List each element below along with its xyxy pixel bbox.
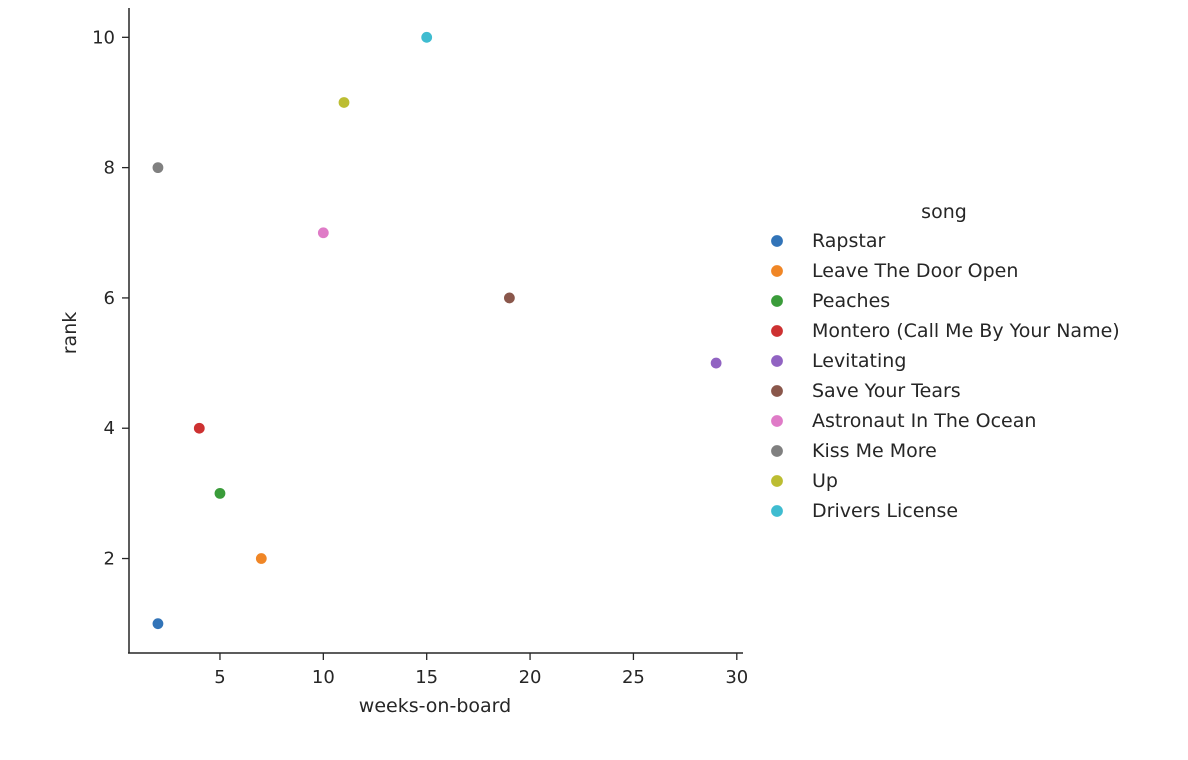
y-tick-label: 10: [92, 27, 115, 48]
data-point: [316, 226, 330, 240]
data-point: [151, 161, 165, 175]
legend: song Rapstar Leave The Door Open Peaches Mo…: [769, 201, 1120, 522]
legend-label: Leave The Door Open: [812, 260, 1018, 282]
data-points: [151, 30, 723, 631]
y-ticks: 2 4 6 8 10: [92, 27, 129, 570]
legend-marker: [769, 293, 785, 309]
y-tick-label: 2: [104, 549, 115, 570]
axes: 5 10 15 20 25 30 2 4 6 8 10 weeks-on-board rank: [59, 8, 748, 717]
legend-label: Montero (Call Me By Your Name): [812, 320, 1120, 342]
legend-items: Rapstar Leave The Door Open Peaches Montero…: [769, 230, 1120, 522]
y-tick-label: 4: [104, 418, 115, 439]
legend-marker: [769, 443, 785, 459]
legend-label: Levitating: [812, 350, 906, 372]
y-tick-label: 8: [104, 158, 115, 179]
legend-marker: [769, 263, 785, 279]
data-point: [337, 95, 351, 110]
legend-label: Kiss Me More: [812, 440, 937, 462]
x-ticks: 5 10 15 20 25 30: [214, 653, 748, 688]
x-axis-label: weeks-on-board: [359, 695, 511, 717]
data-point: [502, 291, 516, 305]
legend-label: Save Your Tears: [812, 380, 961, 402]
legend-marker: [769, 503, 785, 519]
x-tick-label: 25: [622, 667, 645, 688]
legend-label: Peaches: [812, 290, 890, 312]
data-point: [709, 356, 723, 370]
x-tick-label: 15: [415, 667, 438, 688]
data-point: [254, 551, 268, 566]
legend-marker: [769, 473, 785, 489]
x-tick-label: 5: [214, 667, 225, 688]
y-tick-label: 6: [104, 288, 115, 309]
legend-label: Astronaut In The Ocean: [812, 410, 1036, 432]
data-point: [213, 486, 227, 500]
legend-marker: [769, 353, 785, 369]
legend-label: Rapstar: [812, 230, 885, 252]
data-point: [420, 30, 434, 44]
data-point: [192, 421, 206, 435]
legend-marker: [769, 323, 785, 339]
legend-title: song: [921, 201, 967, 223]
x-tick-label: 30: [725, 667, 748, 688]
x-tick-label: 20: [519, 667, 542, 688]
legend-label: Up: [812, 470, 838, 492]
legend-marker: [769, 233, 785, 249]
data-point: [151, 617, 165, 631]
legend-label: Drivers License: [812, 500, 958, 522]
y-axis-label: rank: [59, 312, 81, 355]
legend-marker: [769, 383, 785, 399]
x-tick-label: 10: [312, 667, 335, 688]
legend-marker: [769, 413, 785, 429]
